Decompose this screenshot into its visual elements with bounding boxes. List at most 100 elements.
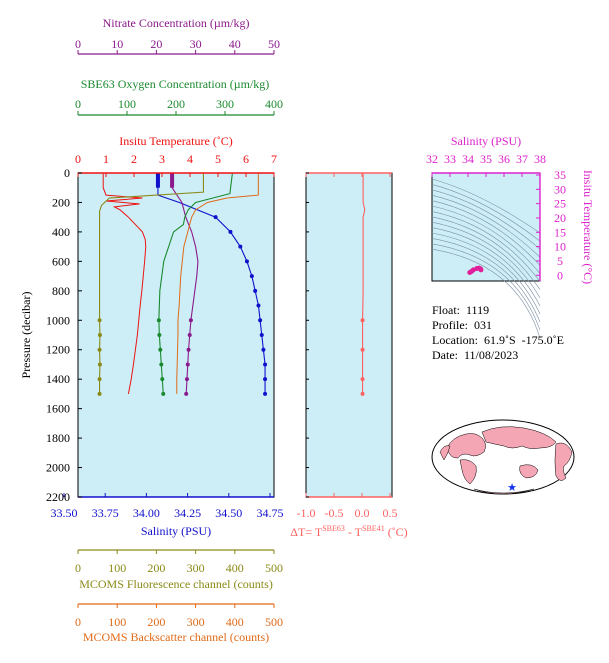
ts-density-contour [431,232,541,315]
nitrate-tick-label: 20 [150,37,162,51]
delta-t-label-main: ΔT= T [290,525,323,539]
ts-density-contour [431,194,541,258]
mcoms-fluorescence-point [97,333,102,337]
delta-tick-label: 0.5 [383,506,398,520]
temperature-tick-label: 4 [187,152,193,166]
ts-density-contour [431,243,541,331]
ts-temperature-tick-label: 0 [557,268,563,282]
pressure-tick-label: 1200 [46,343,70,357]
oxygen-tick-label: 100 [118,97,136,111]
oxygen-axis-title: SBE63 Oxygen Concentration (µm/kg) [81,77,270,91]
sbe63-oxygen-point [158,347,163,352]
nitrate-tick-label: 50 [268,37,280,51]
oxygen-tick-label: 200 [167,97,185,111]
ts-profile-line [468,266,483,274]
nitrate-point [184,377,189,382]
fluorescence-tick-label: 300 [187,561,205,575]
ts-density-contour [431,216,541,290]
map-land-americas [554,442,573,481]
delta-t-label-unit: (˚C) [385,525,408,539]
map-land-antarctica [473,488,535,495]
ts-salinity-tick-label: 35 [480,152,492,166]
backscatter-tick-label: 500 [265,615,283,629]
nitrate-tick-label: 10 [111,37,123,51]
delta-t-axis-title: ΔT= TSBE63 - TSBE41 (˚C) [290,524,407,539]
salinity-point [263,362,268,367]
salinity-point [263,391,268,396]
ts-density-contour [431,205,541,274]
oxygen-tick-label: 400 [265,97,283,111]
temperature-tick-label: 6 [243,152,249,166]
ts-temperature-tick-label: 10 [554,240,566,254]
sbe63-oxygen-point [159,362,164,367]
ts-density-contour [431,238,541,323]
delta-t-point [360,377,365,382]
map-land-africa [459,459,477,485]
nitrate-point [186,347,191,352]
salinity-tick-label: 34.75 [257,506,284,520]
delta-tick-label: 0.0 [355,506,370,520]
pressure-axis-title: Pressure (decibar) [19,292,33,379]
temperature-tick-label: 5 [215,152,221,166]
backscatter-tick-label: 200 [147,615,165,629]
ts-density-contour [431,221,541,298]
delta-t-line [362,173,366,394]
delta-tick-label: -1.0 [297,506,316,520]
mcoms-fluorescence-point [97,377,102,382]
backscatter-axis-title: MCOMS Backscatter channel (counts) [83,630,269,644]
nitrate-point [184,391,189,396]
float-id: Float: 1119 [432,303,490,317]
salinity-line [157,173,266,394]
mcoms-fluorescence-line [99,173,204,394]
main-profile-panel [77,172,275,498]
fluorescence-axis-title: MCOMS Fluorescence channel (counts) [79,577,273,591]
ts-salinity-tick-label: 38 [534,152,546,166]
pressure-tick-label: 0 [64,166,70,180]
world-map-inset: ★ [431,419,575,495]
nitrate-surface-marker [170,173,175,188]
ts-temperature-tick-label: 20 [554,211,566,225]
ts-temperature-tick-label: 30 [554,182,566,196]
map-land-eurasia-west [446,433,486,459]
salinity-point [253,288,258,293]
nitrate-point [185,362,190,367]
temperature-tick-label: 0 [75,152,81,166]
ts-density-contour [431,178,541,234]
sbe63-oxygen-line [158,173,233,394]
nitrate-tick-label: 0 [75,37,81,51]
ts-temperature-tick-label: 15 [554,225,566,239]
ts-salinity-tick-label: 37 [516,152,528,166]
backscatter-tick-label: 0 [75,615,81,629]
fluorescence-tick-label: 200 [147,561,165,575]
delta-tick-label: -0.5 [325,506,344,520]
pressure-tick-label: 400 [52,225,70,239]
pressure-tick-label: 1400 [46,372,70,386]
salinity-point [244,259,249,264]
mcoms-backscatter-line [176,173,259,394]
sbe63-oxygen-point [161,391,166,396]
salinity-point [213,215,218,220]
salinity-tick-label: 33.75 [92,506,119,520]
mcoms-fluorescence-point [97,362,102,367]
salinity-point [238,244,243,249]
oxygen-tick-label: 300 [216,97,234,111]
ts-salinity-tick-label: 33 [444,152,456,166]
salinity-point [263,377,268,382]
nitrate-axis-title: Nitrate Concentration (µm/kg) [103,16,250,30]
nitrate-tick-label: 30 [190,37,202,51]
nitrate-point [187,333,192,337]
delta-t-panel [305,172,393,498]
salinity-tick-label: 33.50 [51,506,78,520]
mcoms-fluorescence-point [97,347,102,352]
temperature-axis-title: Insitu Temperature (˚C) [119,134,233,148]
salinity-point [228,229,233,234]
insitu-temperature-line [102,173,147,395]
salinity-tick-label: 34.25 [174,506,201,520]
salinity-point [261,347,266,352]
float-info-block: Float: 1119 Profile: 031 Location: 61.9˚… [432,303,564,363]
ts-density-contour [431,184,541,242]
ts-density-contour [431,248,541,339]
ts-temperature-tick-label: 35 [554,168,566,182]
